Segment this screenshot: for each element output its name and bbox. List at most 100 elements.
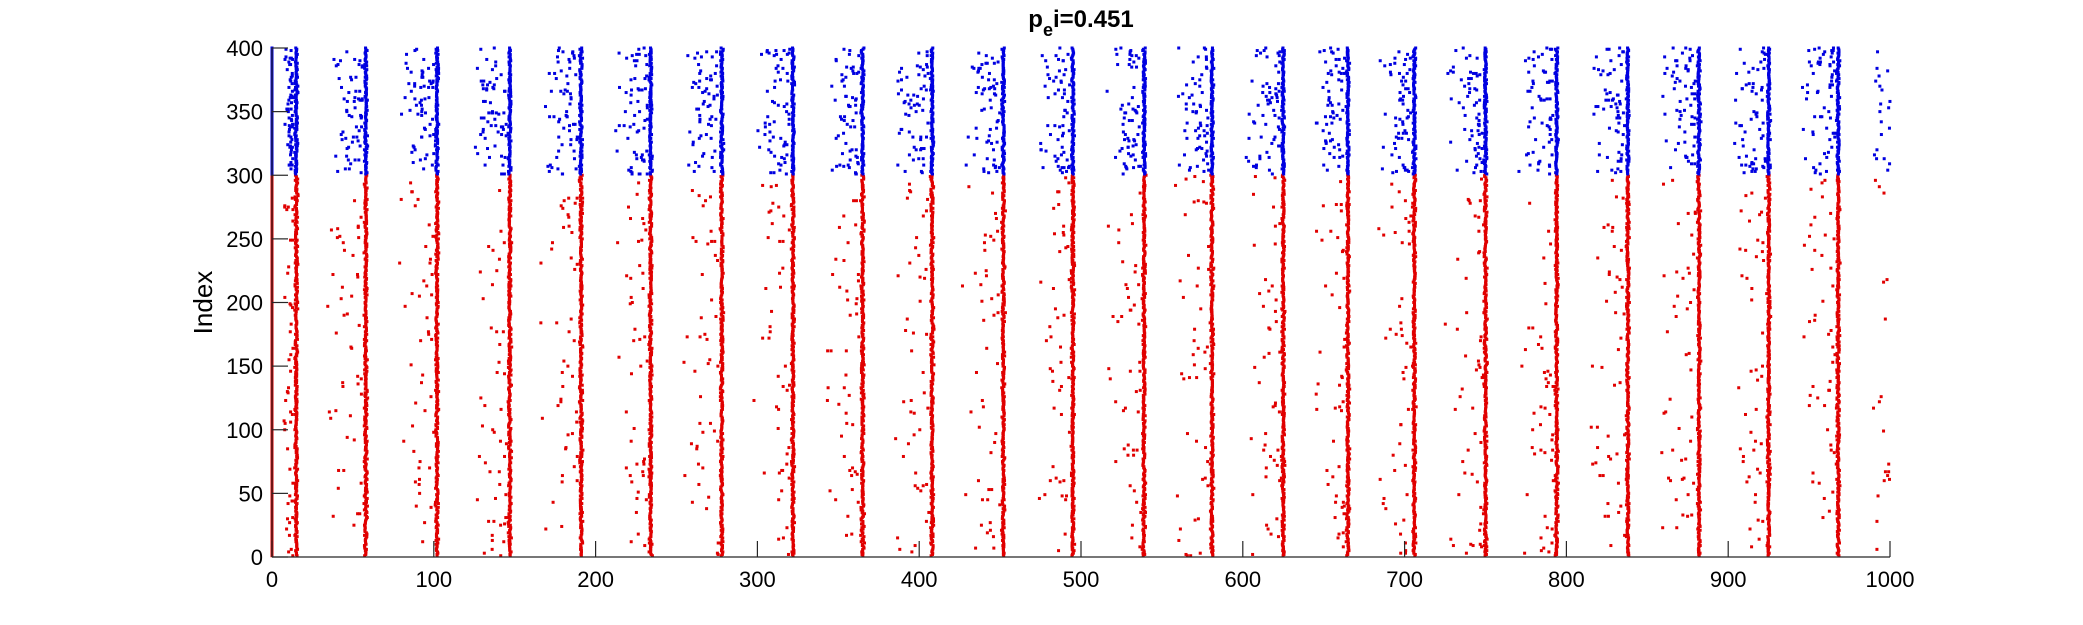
burst-spike-point: [793, 521, 797, 525]
burst-spike-point: [579, 428, 583, 432]
burst-spike-point: [507, 374, 511, 378]
burst-spike-point: [436, 49, 440, 53]
burst-spike-point: [790, 84, 794, 88]
burst-spike-point: [862, 46, 866, 50]
burst-spike-point: [580, 173, 584, 177]
burst-spike-point: [581, 448, 585, 452]
burst-spike-point: [434, 358, 438, 362]
burst-spike-point: [647, 78, 651, 82]
burst-spike-point: [648, 108, 652, 112]
plot-area: 0 100 200 300 400 500 600 700 800 900 1000 0501001…: [226, 36, 1914, 592]
burst-spike-point: [581, 391, 585, 395]
burst-spike-point: [506, 359, 510, 363]
burst-spike-point: [506, 400, 510, 404]
burst-spike-point: [580, 138, 584, 142]
burst-spike-point: [721, 350, 725, 354]
burst-spike-point: [719, 312, 723, 316]
burst-spike-point: [434, 542, 438, 546]
burst-spike-point: [649, 496, 653, 500]
burst-spike-point: [720, 470, 724, 474]
burst-spike-point: [293, 246, 297, 250]
burst-spike-point: [363, 135, 367, 139]
burst-spike-point: [363, 533, 367, 537]
burst-spike-point: [719, 50, 723, 54]
spike-markers: [270, 46, 1892, 558]
burst-spike-point: [435, 372, 439, 376]
burst-spike-point: [364, 509, 368, 513]
burst-spike-point: [365, 449, 369, 453]
burst-spike-point: [792, 490, 796, 494]
burst-spike-point: [790, 203, 794, 207]
burst-spike-point: [508, 523, 512, 527]
burst-spike-point: [648, 252, 652, 256]
burst-spike-point: [721, 138, 725, 142]
burst-spike-point: [579, 219, 583, 223]
burst-spike-point: [509, 485, 513, 489]
burst-spike-point: [720, 183, 724, 187]
burst-spike-point: [508, 532, 512, 536]
burst-spike-point: [578, 259, 582, 263]
burst-spike-point: [363, 199, 367, 203]
burst-spike-point: [792, 317, 796, 321]
burst-spike-point: [718, 52, 722, 56]
burst-spike-point: [363, 391, 367, 395]
burst-spike-point: [507, 215, 511, 219]
burst-spike-point: [792, 225, 796, 229]
burst-spike-point: [647, 398, 651, 402]
burst-spike-point: [507, 242, 511, 246]
burst-spike-point: [648, 374, 652, 378]
burst-spike-point: [508, 457, 512, 461]
burst-spike-point: [649, 446, 653, 450]
burst-spike-point: [433, 500, 437, 504]
burst-spike-point: [791, 461, 795, 465]
burst-spike-point: [790, 66, 794, 70]
burst-spike-point: [509, 214, 513, 218]
burst-spike-point: [720, 154, 724, 158]
burst-spike-point: [437, 537, 441, 541]
burst-spike-point: [362, 288, 366, 292]
burst-spike-point: [509, 294, 513, 298]
burst-spike-point: [721, 536, 725, 540]
burst-spike-point: [507, 200, 511, 204]
burst-spike-point: [507, 356, 511, 360]
burst-spike-point: [721, 71, 725, 75]
burst-spike-point: [792, 106, 796, 110]
burst-spike-point: [507, 516, 511, 520]
burst-spike-point: [648, 171, 652, 175]
burst-spike-point: [436, 370, 440, 374]
burst-spike-point: [436, 273, 440, 277]
burst-spike-point: [366, 396, 370, 400]
burst-spike-point: [434, 538, 438, 542]
burst-spike-point: [859, 505, 863, 509]
burst-spike-point: [434, 428, 438, 432]
burst-spike-point: [580, 177, 584, 181]
burst-spike-point: [647, 475, 651, 479]
burst-spike-point: [580, 460, 584, 464]
burst-spike-point: [650, 346, 654, 350]
burst-spike-point: [649, 306, 653, 310]
burst-spike-point: [507, 524, 511, 528]
burst-spike-point: [295, 101, 299, 105]
burst-spike-point: [362, 502, 366, 506]
burst-spike-point: [507, 208, 511, 212]
burst-spike-point: [792, 396, 796, 400]
burst-spike-point: [437, 407, 441, 411]
burst-spike-point: [577, 164, 581, 168]
burst-spike-point: [365, 425, 369, 429]
burst-spike-point: [294, 206, 298, 210]
burst-spike-point: [578, 228, 582, 232]
burst-spike-point: [650, 65, 654, 69]
axes-background: [272, 48, 1890, 557]
burst-spike-point: [792, 354, 796, 358]
burst-spike-point: [792, 433, 796, 437]
burst-spike-point: [649, 140, 653, 144]
burst-spike-point: [790, 552, 794, 556]
burst-spike-point: [859, 533, 863, 537]
burst-spike-point: [580, 322, 584, 326]
burst-spike-point: [509, 495, 513, 499]
burst-spike-point: [578, 113, 582, 117]
burst-spike-point: [365, 259, 369, 263]
burst-spike-point: [507, 89, 511, 93]
burst-spike-point: [510, 241, 514, 245]
burst-spike-point: [507, 280, 511, 284]
